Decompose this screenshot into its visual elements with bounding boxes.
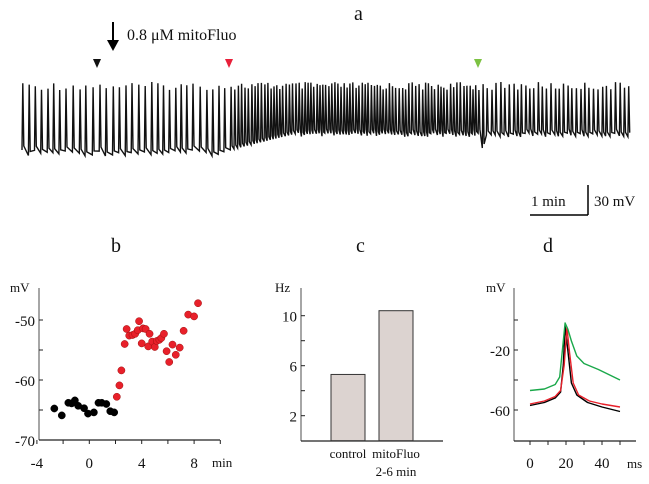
marker-red-triangle (225, 59, 233, 68)
y-tick-label: -70 (15, 434, 35, 450)
category-sublabel: 2-6 min (376, 464, 417, 479)
data-point-control (102, 400, 111, 408)
x-tick-label: 8 (190, 456, 198, 472)
data-point-control (80, 404, 88, 413)
category-label: control (330, 446, 367, 461)
category-label: mitoFluo (372, 446, 420, 461)
data-point-mitofluo (175, 343, 184, 352)
data-point-control (90, 408, 98, 417)
data-point-mitofluo (145, 329, 154, 338)
data-point-mitofluo (112, 392, 121, 401)
data-point-control (50, 404, 59, 413)
x-tick-label: 0 (526, 456, 534, 472)
x-tick-label: -4 (31, 456, 44, 472)
data-point-mitofluo (162, 347, 171, 356)
panel-label-d: d (543, 235, 553, 257)
voltage-trace (21, 81, 631, 159)
data-point-mitofluo (194, 299, 202, 308)
data-point-mitofluo (171, 350, 180, 359)
data-point-control (57, 411, 66, 420)
spike-trace-1 (529, 326, 621, 408)
data-point-mitofluo (137, 339, 146, 348)
y-tick-label: -60 (490, 404, 510, 420)
marker-black-triangle (93, 59, 101, 68)
x-tick-label: 20 (559, 456, 574, 472)
data-point-mitofluo (179, 326, 188, 335)
bar-mitofluo (378, 310, 414, 442)
data-point-mitofluo (122, 325, 131, 333)
x-tick-label: 4 (138, 456, 146, 472)
arrow-down-icon (107, 22, 119, 51)
data-point-mitofluo (168, 340, 177, 349)
data-point-mitofluo (135, 317, 143, 326)
y-tick-label: 10 (282, 310, 297, 326)
marker-green-triangle (474, 59, 482, 68)
y-tick-label: 2 (290, 410, 298, 426)
panel-a: 0.8 μM mitoFluo 1 min 30 mV (21, 22, 635, 216)
panel-c: Hz 2 6 10 control mitoFluo 2-6 min (275, 280, 443, 479)
x-tick-label: 40 (595, 456, 610, 472)
data-point-mitofluo (165, 358, 174, 366)
data-point-mitofluo (120, 340, 129, 348)
panel-label-c: c (356, 235, 365, 257)
x-tick-label: 0 (86, 456, 94, 472)
scale-voltage-label: 30 mV (594, 194, 635, 210)
bar-control (330, 373, 366, 442)
spike-trace-0 (529, 325, 621, 413)
spike-trace-2 (529, 322, 621, 392)
y-tick-label: -50 (15, 314, 35, 330)
scale-time-label: 1 min (531, 194, 566, 210)
x-axis-label: min (212, 455, 233, 470)
y-axis-label: mV (486, 280, 506, 295)
x-axis-label: ms (627, 456, 642, 471)
y-axis-label: mV (10, 280, 30, 295)
y-axis-label: Hz (275, 280, 290, 295)
data-point-mitofluo (160, 329, 168, 338)
data-point-mitofluo (115, 381, 124, 390)
panel-d: mV ms 0 20 40 -20 -60 (486, 280, 642, 472)
y-tick-label: 6 (290, 360, 298, 376)
scale-bar: 1 min 30 mV (530, 185, 635, 216)
data-point-mitofluo (117, 366, 126, 375)
y-tick-label: -20 (490, 344, 510, 360)
panel-b: mV min -4 0 4 8 -50 -60 -70 (10, 280, 233, 472)
y-tick-label: -60 (15, 374, 35, 390)
drug-annotation: 0.8 μM mitoFluo (127, 27, 236, 44)
panel-label-b: b (111, 235, 121, 257)
data-point-mitofluo (190, 312, 198, 321)
panel-label-a: a (354, 3, 363, 25)
data-point-control (110, 408, 119, 417)
